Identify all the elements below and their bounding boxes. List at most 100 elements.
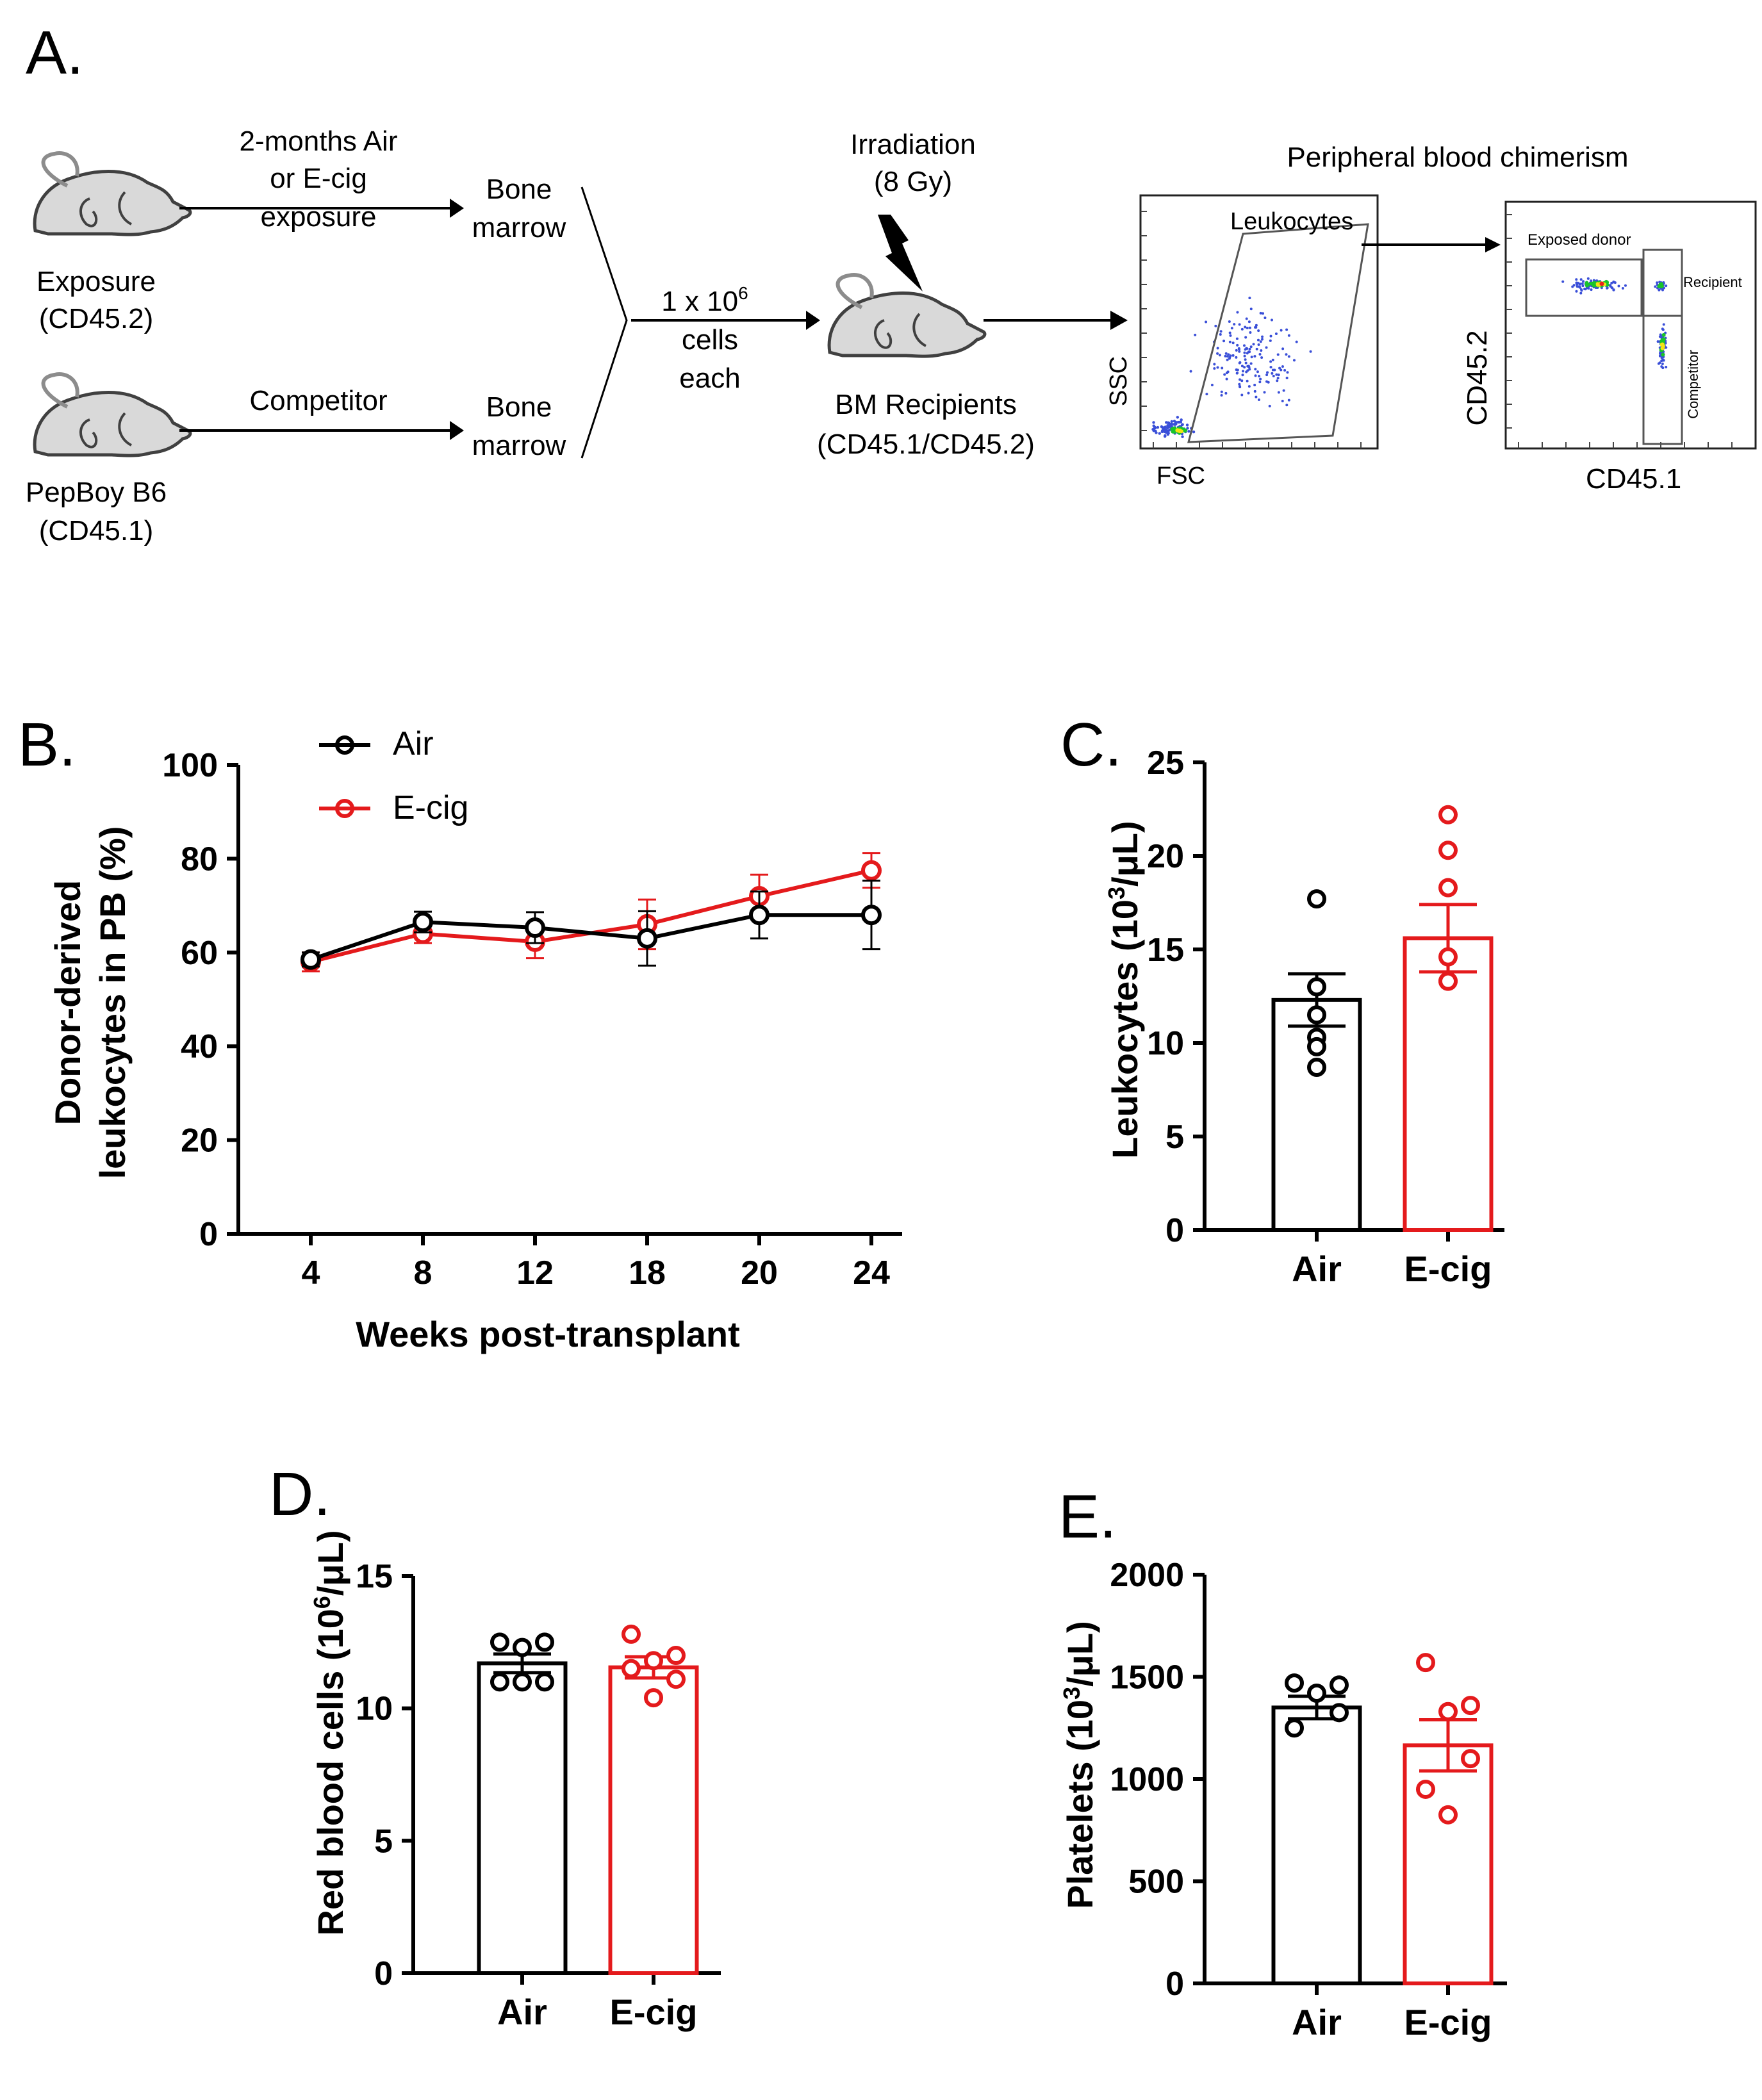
flow-event-dot [1255, 326, 1258, 329]
lightning-bolt-icon [878, 215, 923, 291]
bone-marrow-top-label-2: marrow [472, 212, 566, 243]
flow-event-dot [1213, 363, 1216, 366]
fsc-axis-label: FSC [1157, 463, 1205, 489]
flow-event-dot [1661, 328, 1665, 331]
each-label: each [679, 363, 740, 394]
flow-event-dot [1662, 359, 1665, 362]
recipients-cd-label: (CD45.1/CD45.2) [817, 429, 1035, 460]
data-point [1307, 889, 1326, 909]
flow-event-dot [1167, 425, 1171, 429]
flow-event-dot [1276, 377, 1280, 380]
flow-event-dot [1247, 391, 1250, 395]
recipient-gate-label: Recipient [1683, 274, 1742, 290]
flow-event-dot [1238, 350, 1241, 353]
flow-event-dot [1621, 286, 1624, 290]
flow-event-dot [1255, 347, 1258, 350]
x-tick-label: 4 [302, 1254, 320, 1292]
flow-event-dot [1659, 284, 1664, 289]
flow-event-dot [1221, 366, 1224, 370]
flow-event-dot [1249, 362, 1253, 365]
chart-b-ylabel-1: Donor-derived [47, 880, 88, 1126]
data-point [513, 1672, 532, 1692]
x-tick-label: 18 [629, 1254, 666, 1292]
flow-event-dot [1256, 338, 1260, 341]
flow-event-dot [1246, 369, 1249, 372]
flow-event-dot [1238, 361, 1241, 365]
data-point [490, 1632, 509, 1652]
flow-event-dot [1245, 317, 1248, 320]
panel-a: A. Exposure (CD45.2) 2-months Air or E-c… [26, 19, 1757, 546]
competitor-gate [1642, 315, 1683, 445]
y-tick-label: 5 [1165, 1119, 1184, 1156]
flow-event-dot [1243, 366, 1246, 369]
flow-event-dot [1248, 347, 1251, 350]
flow-event-dot [1665, 365, 1668, 368]
flow-event-dot [1271, 358, 1274, 361]
data-point [535, 1632, 554, 1652]
series-line-air [310, 913, 871, 962]
flow-event-dot [1586, 277, 1590, 280]
chart-b-ylabel-2: leukocytes in PB (%) [92, 826, 133, 1179]
flow-event-dot [1658, 335, 1661, 338]
flow-event-dot [1292, 359, 1296, 362]
x-tick-label: E-cig [1404, 1249, 1492, 1289]
flow-event-dot [1219, 330, 1223, 333]
flow-event-dot [1224, 391, 1228, 395]
flow-event-dot [1246, 379, 1249, 382]
flow-event-dot [1247, 366, 1251, 369]
flow-event-dot [1262, 312, 1265, 315]
flow-event-dot [1230, 327, 1233, 330]
flow-event-dot [1280, 368, 1283, 372]
flow-event-dot [1561, 280, 1565, 283]
flow-event-dot [1239, 386, 1242, 389]
flow-event-dot [1579, 278, 1583, 281]
flow-event-dot [1240, 393, 1244, 397]
flow-event-dot [1216, 347, 1219, 350]
y-tick-label: 25 [1147, 744, 1184, 782]
flow-event-dot [1585, 281, 1589, 285]
data-point [513, 1637, 532, 1657]
data-point [1307, 1005, 1326, 1025]
y-tick-label: 10 [356, 1691, 393, 1728]
y-tick-label: 0 [374, 1955, 393, 1992]
flow-plot-chimerism: Exposed donor Recipient Competitor CD45.… [1461, 201, 1757, 495]
flow-event-dot [1260, 356, 1264, 359]
flow-event-dot [1661, 366, 1665, 370]
data-point [1461, 1696, 1480, 1716]
flow-event-dot [1244, 348, 1247, 351]
flow-event-dot [1656, 281, 1659, 284]
x-tick-label: Air [1292, 2002, 1342, 2042]
flow-event-dot [1259, 377, 1262, 381]
data-point [666, 1669, 686, 1689]
flow-event-dot [1220, 394, 1223, 397]
chart-d-ylabel: Red blood cells (106/μL) [309, 1530, 350, 1935]
panel-d-label: D. [269, 1460, 331, 1529]
irradiation-label: Irradiation [850, 129, 976, 160]
flow-event-dot [1665, 284, 1668, 288]
flow-event-dot [1280, 329, 1283, 332]
data-point [861, 905, 882, 926]
chart-e-ylabel: Platelets (103/μL) [1058, 1621, 1100, 1909]
flow-event-dot [1617, 284, 1620, 288]
bar-e-cig [1403, 1743, 1494, 1985]
flow-event-dot [1205, 320, 1208, 324]
flow-event-dot [1260, 349, 1263, 352]
flow-event-dot [1581, 282, 1584, 285]
flow-event-dot [1244, 358, 1247, 361]
flow-event-dot [1226, 358, 1229, 361]
cd451-axis-label: CD45.1 [1586, 463, 1681, 495]
flow-event-dot [1578, 283, 1581, 286]
y-tick-label: 0 [1165, 1965, 1184, 2003]
flow-event-dot [1152, 424, 1155, 427]
flow-event-dot [1612, 288, 1615, 291]
flow-event-dot [1248, 368, 1251, 371]
exposure-mouse-icon [35, 153, 190, 234]
flow-event-dot [1240, 327, 1244, 331]
flow-event-dot [1252, 343, 1255, 346]
flow-event-dot [1249, 345, 1253, 349]
panel-a-label: A. [26, 19, 84, 87]
panel-e: E. 0 500 1000 1500 2000 Air E-cig Platelets (1… [1058, 1482, 1507, 2042]
flow-event-dot [1277, 373, 1280, 377]
y-tick-label: 5 [374, 1823, 393, 1860]
y-tick-label: 500 [1128, 1864, 1184, 1901]
